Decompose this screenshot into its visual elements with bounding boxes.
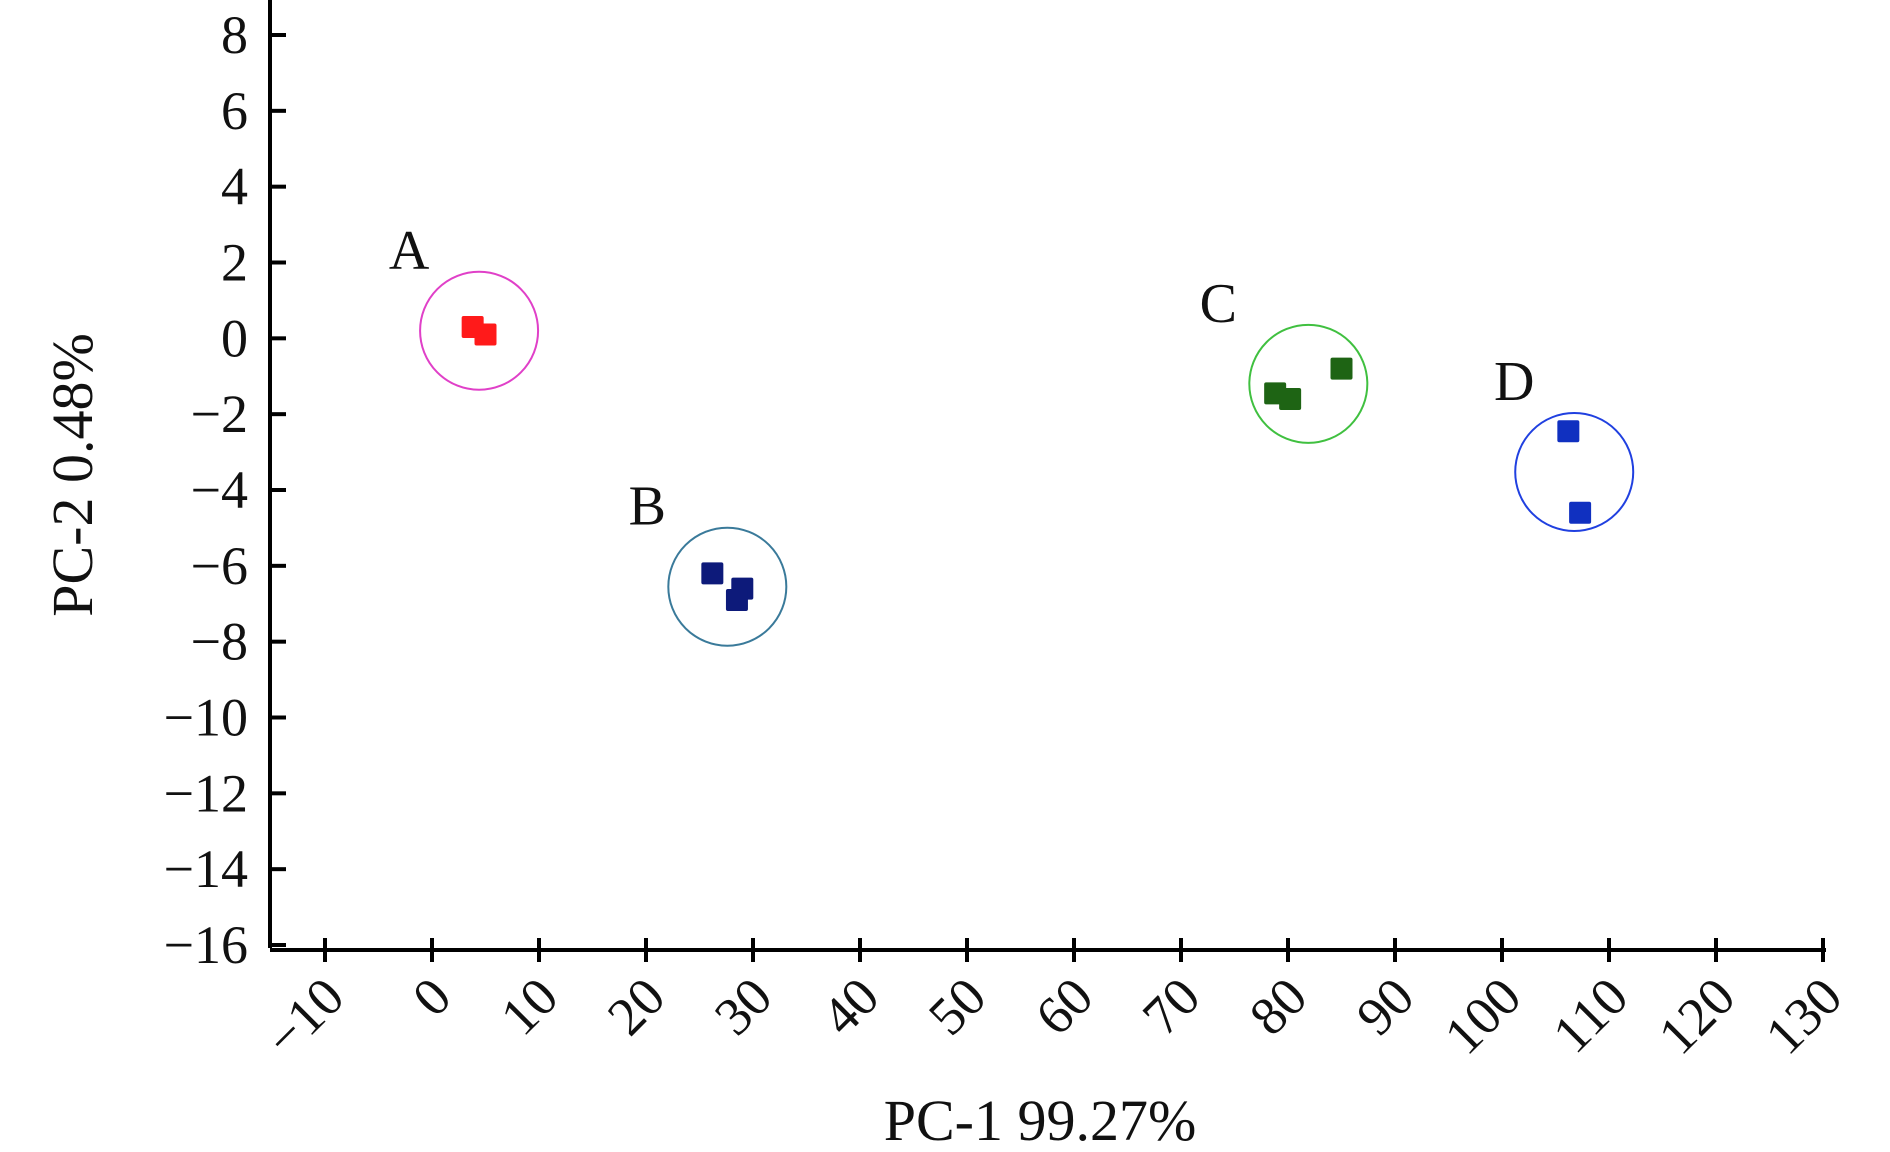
y-axis-ticks: 8 6 4 2 0 −2 −4 −6 −8 −10 −12 −14 −16 bbox=[164, 5, 286, 975]
cluster-label: B bbox=[629, 476, 666, 538]
y-tick-label: −6 bbox=[191, 536, 248, 596]
y-tick-label: −10 bbox=[164, 688, 248, 748]
y-tick-label: 2 bbox=[221, 233, 248, 293]
x-tick-label: 0 bbox=[401, 966, 463, 1028]
cluster-label: C bbox=[1200, 273, 1237, 335]
x-tick-label: 110 bbox=[1541, 966, 1639, 1064]
clusters: A B C D bbox=[389, 220, 1635, 647]
y-tick-label: −8 bbox=[191, 612, 248, 672]
x-tick-label: 10 bbox=[489, 966, 570, 1047]
cluster-circle bbox=[419, 270, 540, 391]
cluster-circle bbox=[1248, 323, 1369, 444]
cluster-circle bbox=[1514, 411, 1635, 532]
y-axis-title: PC-2 0.48% bbox=[40, 333, 105, 617]
y-tick-label: −12 bbox=[164, 763, 248, 823]
cluster-label: D bbox=[1494, 351, 1534, 413]
data-point bbox=[701, 562, 724, 585]
y-tick-label: 0 bbox=[221, 308, 248, 368]
data-point bbox=[1569, 501, 1592, 524]
cluster-label: A bbox=[389, 220, 430, 282]
cluster-a: A bbox=[389, 220, 540, 391]
x-tick-label: 30 bbox=[703, 966, 784, 1047]
cluster-circle bbox=[667, 526, 788, 647]
x-tick-label: 60 bbox=[1024, 966, 1105, 1047]
x-tick-label: 90 bbox=[1345, 966, 1426, 1047]
data-point bbox=[1330, 357, 1353, 380]
y-tick-label: 8 bbox=[221, 5, 248, 65]
y-tick-label: −2 bbox=[191, 384, 248, 444]
y-tick-label: −14 bbox=[164, 839, 248, 899]
x-tick-label: −10 bbox=[253, 966, 355, 1068]
x-tick-label: 70 bbox=[1131, 966, 1212, 1047]
x-tick-label: 40 bbox=[810, 966, 891, 1047]
data-point bbox=[474, 323, 497, 346]
x-tick-label: 130 bbox=[1754, 966, 1854, 1066]
data-point bbox=[725, 588, 748, 611]
x-tick-label: 20 bbox=[596, 966, 677, 1047]
x-tick-label: 80 bbox=[1238, 966, 1319, 1047]
x-tick-label: 50 bbox=[917, 966, 998, 1047]
y-tick-label: −16 bbox=[164, 915, 248, 975]
cluster-c: C bbox=[1200, 273, 1369, 444]
data-point bbox=[1557, 420, 1580, 443]
data-point bbox=[1279, 388, 1302, 410]
x-axis-title: PC-1 99.27% bbox=[884, 1088, 1197, 1152]
cluster-b: B bbox=[629, 476, 788, 647]
y-tick-label: 6 bbox=[221, 81, 248, 141]
cluster-d: D bbox=[1494, 351, 1635, 532]
y-tick-label: 4 bbox=[221, 157, 248, 217]
x-axis-ticks: −10 0 10 20 30 40 50 60 70 80 90 100 110 120 130 bbox=[253, 938, 1853, 1068]
y-tick-label: −4 bbox=[191, 460, 248, 520]
x-tick-label: 120 bbox=[1647, 966, 1747, 1066]
x-tick-label: 100 bbox=[1433, 966, 1533, 1066]
axes bbox=[268, 0, 1826, 952]
